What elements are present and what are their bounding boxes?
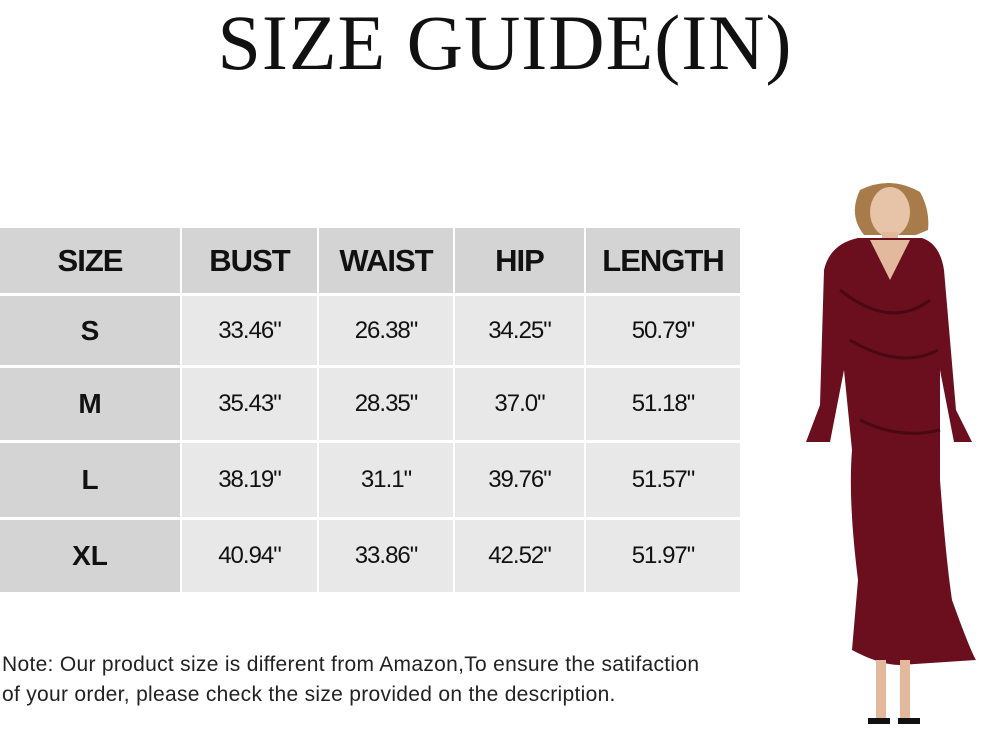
- cell-hip: 34.25": [455, 296, 584, 365]
- cell-bust: 35.43": [182, 368, 317, 440]
- cell-size: XL: [0, 520, 180, 592]
- cell-hip: 37.0": [455, 368, 584, 440]
- page-title: SIZE GUIDE(IN): [217, 0, 793, 86]
- cell-length: 50.79": [586, 296, 740, 365]
- header-waist: WAIST: [319, 228, 453, 293]
- cell-bust: 33.46": [182, 296, 317, 365]
- cell-bust: 38.19": [182, 443, 317, 517]
- cell-size: M: [0, 368, 180, 440]
- cell-length: 51.18": [586, 368, 740, 440]
- cell-waist: 33.86": [319, 520, 453, 592]
- cell-waist: 31.1": [319, 443, 453, 517]
- cell-length: 51.57": [586, 443, 740, 517]
- cell-waist: 28.35": [319, 368, 453, 440]
- size-note: Note: Our product size is different from…: [2, 653, 700, 706]
- dress: [806, 238, 976, 665]
- cell-bust: 40.94": [182, 520, 317, 592]
- cell-size: S: [0, 296, 180, 365]
- face: [870, 187, 910, 237]
- header-length: LENGTH: [586, 228, 740, 293]
- cell-hip: 42.52": [455, 520, 584, 592]
- cell-size: L: [0, 443, 180, 517]
- header-size: SIZE: [0, 228, 180, 293]
- size-table: SIZE BUST WAIST HIP LENGTH S 33.46" 26.38" 34.25…: [0, 228, 740, 592]
- header-bust: BUST: [182, 228, 317, 293]
- model-photo: [806, 182, 976, 724]
- header-hip: HIP: [455, 228, 584, 293]
- cell-waist: 26.38": [319, 296, 453, 365]
- cell-length: 51.97": [586, 520, 740, 592]
- cell-hip: 39.76": [455, 443, 584, 517]
